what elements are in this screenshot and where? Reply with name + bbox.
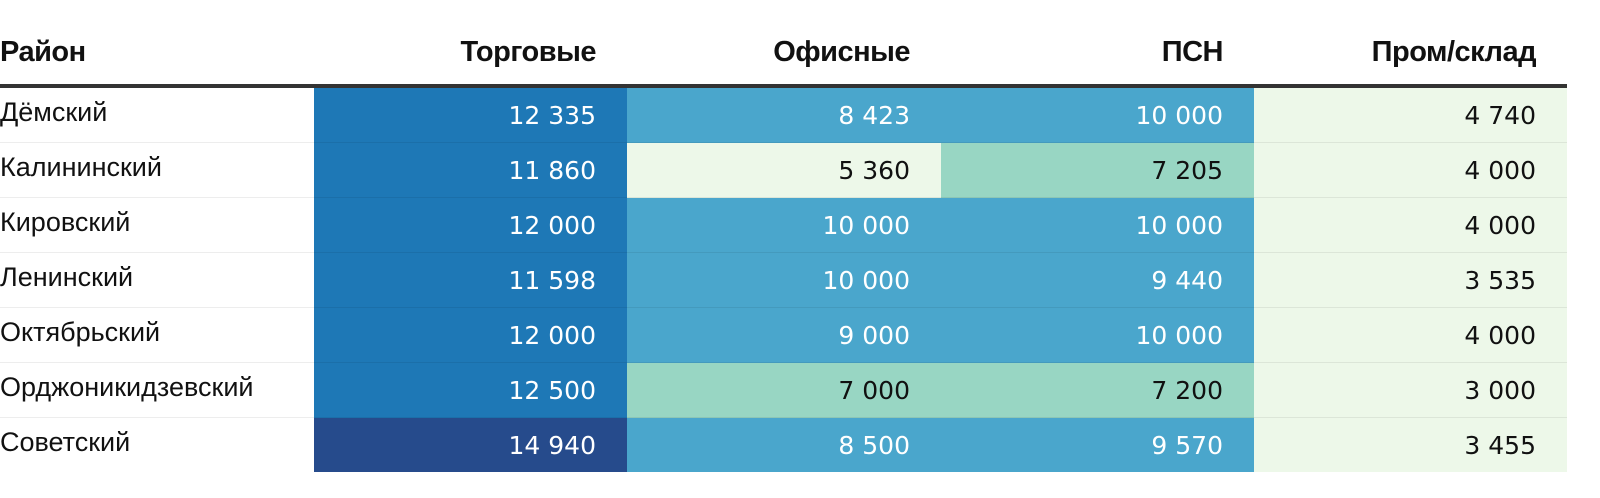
heatmap-value-cell: 5 360: [627, 142, 941, 198]
table-row: Советский 14 940 8 500 9 570 3 455: [0, 417, 1567, 472]
heatmap-value-cell: 4 000: [1254, 197, 1567, 253]
heatmap-value-cell: 3 535: [1254, 252, 1567, 308]
table-row: Октябрьский 12 000 9 000 10 000 4 000: [0, 304, 1567, 363]
heatmap-value-cell: 4 740: [1254, 86, 1567, 143]
heatmap-value-cell: 3 000: [1254, 362, 1567, 418]
table-row: Калининский 11 860 5 360 7 205 4 000: [0, 139, 1567, 198]
heatmap-value-cell: 12 500: [314, 362, 627, 418]
district-name-cell: Дёмский: [0, 83, 314, 140]
district-name-cell: Орджоникидзевский: [0, 359, 314, 415]
heatmap-value-cell: 9 000: [627, 307, 941, 363]
district-name-cell: Кировский: [0, 194, 314, 250]
heatmap-value-cell: 12 000: [314, 307, 627, 363]
table-row: Кировский 12 000 10 000 10 000 4 000: [0, 194, 1567, 253]
table-row: Ленинский 11 598 10 000 9 440 3 535: [0, 249, 1567, 308]
column-header-industrial-warehouse: Пром/склад: [1254, 20, 1567, 88]
column-header-psn: ПСН: [941, 20, 1254, 88]
column-header-retail: Торговые: [314, 20, 627, 88]
heatmap-value-cell: 8 500: [627, 417, 941, 472]
heatmap-value-cell: 4 000: [1254, 307, 1567, 363]
heatmap-table: Район Торговые Офисные ПСН Пром/склад Дё…: [0, 20, 1567, 472]
table-body: Дёмский 12 335 8 423 10 000 4 740 Калининский…: [0, 83, 1567, 472]
heatmap-value-cell: 14 940: [314, 417, 627, 472]
heatmap-value-cell: 10 000: [941, 307, 1254, 363]
heatmap-value-cell: 3 455: [1254, 417, 1567, 472]
table-row: Дёмский 12 335 8 423 10 000 4 740: [0, 83, 1567, 143]
heatmap-value-cell: 8 423: [627, 86, 941, 143]
heatmap-value-cell: 10 000: [941, 86, 1254, 143]
heatmap-value-cell: 11 860: [314, 142, 627, 198]
heatmap-value-cell: 7 000: [627, 362, 941, 418]
district-name-cell: Октябрьский: [0, 304, 314, 360]
heatmap-value-cell: 4 000: [1254, 142, 1567, 198]
heatmap-value-cell: 10 000: [627, 197, 941, 253]
heatmap-value-cell: 9 570: [941, 417, 1254, 472]
district-name-cell: Советский: [0, 426, 131, 457]
heatmap-value-cell: 12 000: [314, 197, 627, 253]
table-header: Район Торговые Офисные ПСН Пром/склад: [0, 20, 1567, 88]
district-name-cell: Калининский: [0, 139, 314, 195]
heatmap-value-cell: 12 335: [314, 86, 627, 143]
heatmap-value-cell: 9 440: [941, 252, 1254, 308]
table-row: Орджоникидзевский 12 500 7 000 7 200 3 000: [0, 359, 1567, 418]
heatmap-value-cell: 7 200: [941, 362, 1254, 418]
heatmap-value-cell: 11 598: [314, 252, 627, 308]
heatmap-table-container: Район Торговые Офисные ПСН Пром/склад Дё…: [0, 20, 1567, 472]
column-header-district: Район: [0, 20, 314, 88]
heatmap-value-cell: 10 000: [627, 252, 941, 308]
heatmap-value-cell: 7 205: [941, 142, 1254, 198]
column-header-office: Офисные: [627, 20, 941, 88]
header-row: Район Торговые Офисные ПСН Пром/склад: [0, 20, 1567, 88]
district-name-cell: Ленинский: [0, 249, 314, 305]
heatmap-value-cell: 10 000: [941, 197, 1254, 253]
